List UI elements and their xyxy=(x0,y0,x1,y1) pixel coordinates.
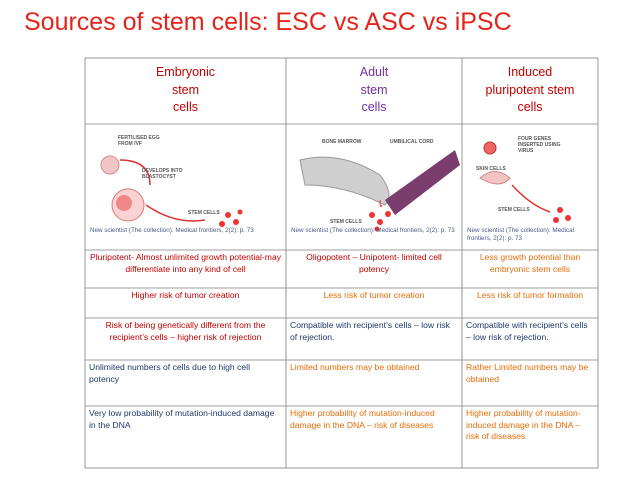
table-cell: Higher risk of tumor creation xyxy=(131,290,240,300)
column-header: Induced pluripotent stem cells xyxy=(485,65,575,114)
column-header: Embryonic stem cells xyxy=(155,65,216,114)
citation: New scientist (The collection): Medical … xyxy=(467,227,575,242)
image-label: FERTILISED EGG FROM IVF xyxy=(118,135,160,147)
table-borders xyxy=(84,57,599,469)
table-cell: Unlimited numbers of cells due to high c… xyxy=(89,362,250,384)
table-cell: Pluripotent- Almost unlimited growth pot… xyxy=(89,252,282,274)
table-cell: Rather Limited numbers may be obtained xyxy=(466,362,589,384)
image-label: STEM CELLS xyxy=(498,207,530,213)
table-cell: Oligopotent – Unipotent- limited cell po… xyxy=(306,252,442,274)
asc-illustration xyxy=(299,150,460,232)
citation: New scientist (The collection): Medical … xyxy=(90,227,254,234)
table-cell: Less risk of tumor formation xyxy=(476,290,584,300)
image-label: SKIN CELLS xyxy=(476,166,506,172)
image-label: STEM CELLS xyxy=(188,210,220,216)
table-cell: Risk of being genetically different from… xyxy=(105,320,266,342)
image-label: DEVELOPS INTO BLASTOCYST xyxy=(142,168,183,180)
table-cell: Compatible with recipient’s cells – low … xyxy=(290,320,450,342)
citation: New scientist (The collection): Medical … xyxy=(291,227,455,234)
table-cell: Higher probability of mutation-induced d… xyxy=(466,408,581,442)
slide-title: Sources of stem cells: ESC vs ASC vs iPS… xyxy=(24,8,512,36)
column-header: Adult stem cells xyxy=(359,65,389,114)
table-cell: Higher probability of mutation-induced d… xyxy=(290,408,435,430)
image-label: UMBILICAL CORD xyxy=(390,139,434,145)
table-cell: Less growth potential than embryonic ste… xyxy=(479,252,581,274)
ipsc-illustration xyxy=(479,141,571,223)
table-cell: Less risk of tumor creation xyxy=(323,290,425,300)
image-label: FOUR GENES INSERTED USING VIRUS xyxy=(518,136,561,154)
table-cell: Limited numbers may be obtained xyxy=(290,362,420,372)
table-cell: Compatible with recipient’s cells – low … xyxy=(466,320,588,342)
image-label: STEM CELLS xyxy=(330,219,362,225)
esc-illustration xyxy=(100,155,243,227)
table-cell: Very low probability of mutation-induced… xyxy=(89,408,275,430)
image-label: BONE MARROW xyxy=(322,139,362,145)
